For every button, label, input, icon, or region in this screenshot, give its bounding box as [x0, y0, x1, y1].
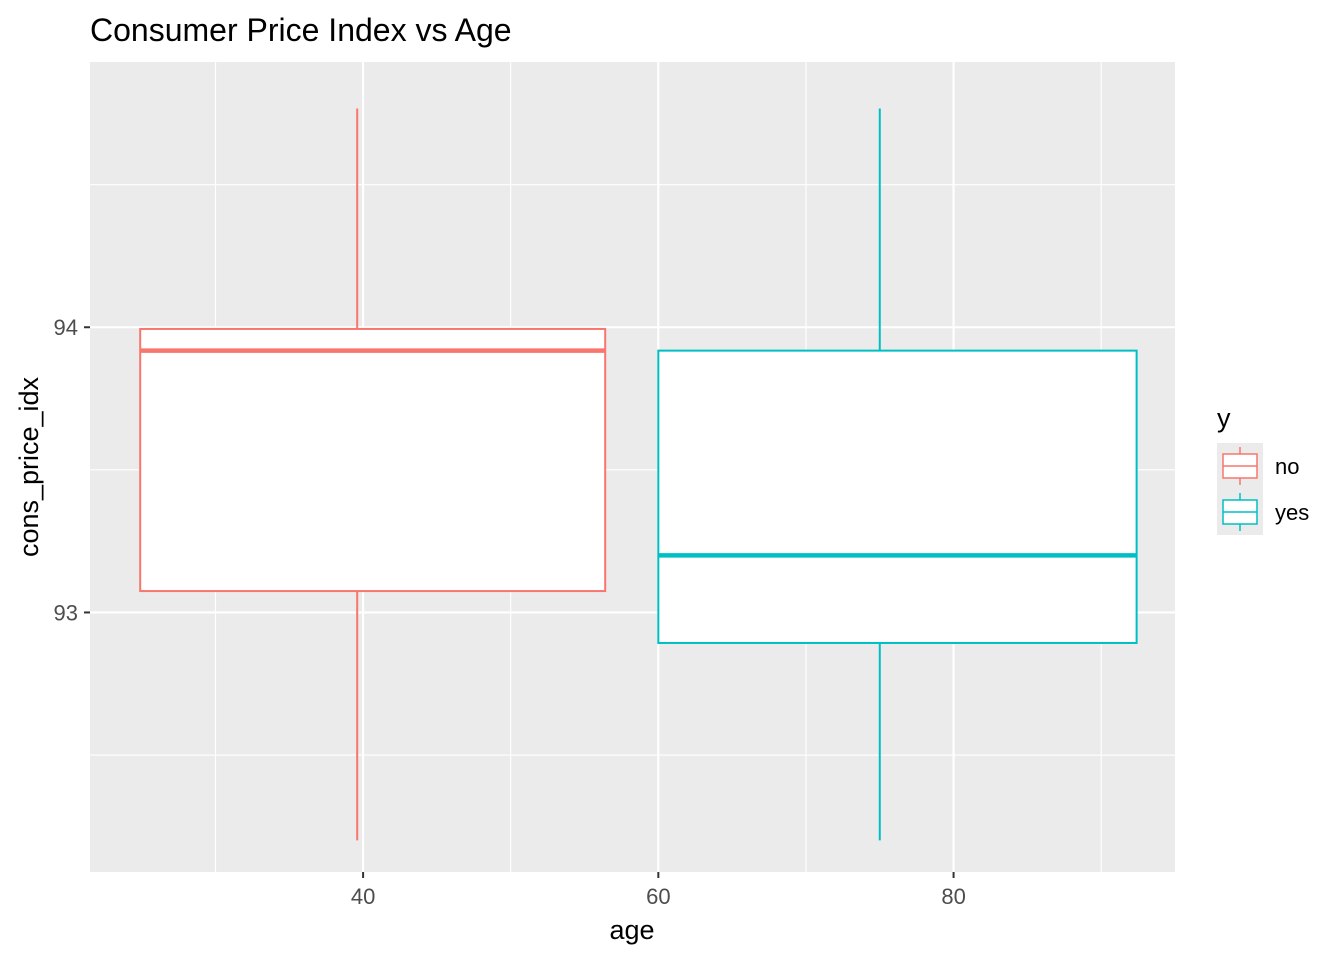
x-axis-title: age [609, 915, 654, 945]
boxplot-series [139, 108, 1138, 841]
y-axis-title: cons_price_idx [14, 376, 44, 557]
axis-tick-labels: 40 60 80 93 94 [54, 315, 966, 909]
legend-key-no: no [1217, 443, 1299, 489]
box-yes [657, 108, 1138, 841]
chart-title: Consumer Price Index vs Age [90, 12, 512, 48]
y-tick-label: 94 [54, 315, 78, 340]
legend-title: y [1217, 403, 1231, 433]
box-iqr [657, 349, 1138, 644]
legend-label: no [1275, 454, 1299, 479]
x-tick-label: 40 [351, 884, 375, 909]
axis-ticks [84, 326, 955, 878]
legend-key-yes: yes [1217, 489, 1309, 535]
x-tick-label: 60 [646, 884, 670, 909]
legend: y no yes [1217, 403, 1309, 535]
legend-label: yes [1275, 500, 1309, 525]
legend-keys: no yes [1217, 443, 1309, 535]
y-tick-label: 93 [54, 600, 78, 625]
x-tick-label: 80 [941, 884, 965, 909]
box-no [139, 108, 607, 841]
box-iqr [139, 327, 607, 593]
